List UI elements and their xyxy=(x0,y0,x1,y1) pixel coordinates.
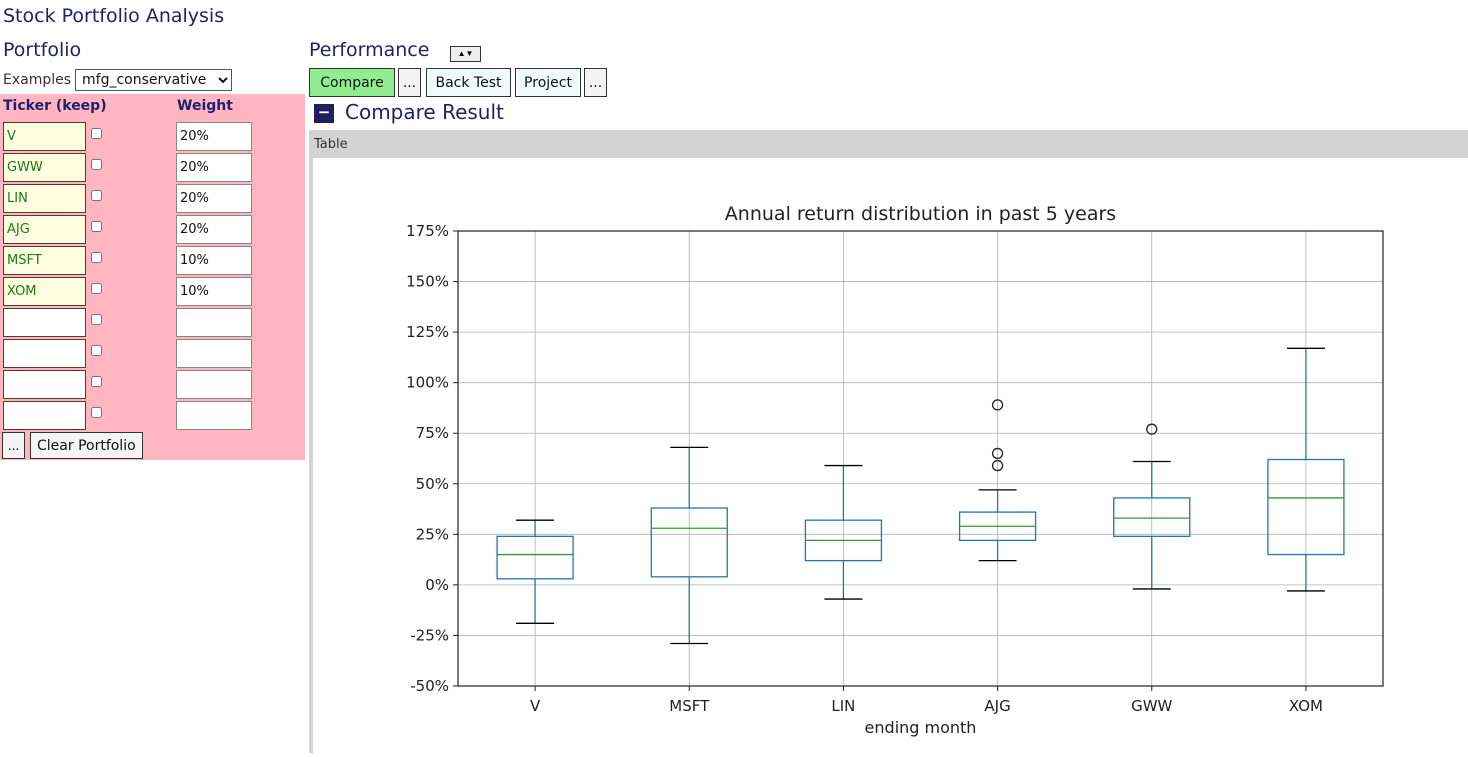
y-tick-label: 175% xyxy=(406,222,449,240)
y-tick-label: 0% xyxy=(425,576,449,594)
y-tick-label: -25% xyxy=(410,626,449,644)
keep-checkbox[interactable] xyxy=(91,252,102,263)
ticker-input[interactable] xyxy=(3,277,86,306)
performance-title: Performance xyxy=(309,39,430,61)
weight-input[interactable] xyxy=(176,246,252,275)
keep-checkbox[interactable] xyxy=(91,314,102,325)
outlier-point xyxy=(991,399,1004,411)
x-tick-label: XOM xyxy=(1289,697,1323,715)
weight-input[interactable] xyxy=(176,153,252,182)
keep-checkbox[interactable] xyxy=(91,221,102,232)
ticker-input[interactable] xyxy=(3,215,86,244)
app-title: Stock Portfolio Analysis xyxy=(3,5,225,27)
keep-checkbox[interactable] xyxy=(91,128,102,139)
x-tick-label: AJG xyxy=(984,697,1010,715)
weight-input[interactable] xyxy=(176,308,252,337)
weight-column-header: Weight xyxy=(177,98,233,114)
portfolio-row xyxy=(0,370,305,401)
chart-container: -50% -25% 0% 25% 50% 75% 100% 125% 150% 175% V MSFT… xyxy=(313,158,1468,753)
box xyxy=(496,535,574,580)
compare-result-panel: Table -50% -25% 0% 25% 50% 75% 100% 125% 150% 175… xyxy=(309,130,1468,753)
compare-more-button[interactable]: ... xyxy=(398,68,421,97)
ticker-input[interactable] xyxy=(3,339,86,368)
weight-input[interactable] xyxy=(176,370,252,399)
weight-input[interactable] xyxy=(176,184,252,213)
x-tick-label: V xyxy=(530,697,541,715)
examples-select[interactable]: mfg_conservative xyxy=(75,69,233,91)
portfolio-row xyxy=(0,401,305,432)
examples-label: Examples xyxy=(3,72,72,88)
ticker-input[interactable] xyxy=(3,184,86,213)
chart-title: Annual return distribution in past 5 yea… xyxy=(725,203,1116,225)
x-tick-label: MSFT xyxy=(669,697,710,715)
portfolio-row xyxy=(0,184,305,215)
portfolio-row xyxy=(0,215,305,246)
portfolio-more-button[interactable]: ... xyxy=(2,432,25,459)
keep-checkbox[interactable] xyxy=(91,159,102,170)
project-more-button[interactable]: ... xyxy=(584,68,607,97)
clear-portfolio-button[interactable]: Clear Portfolio xyxy=(30,432,143,459)
weight-input[interactable] xyxy=(176,122,252,151)
keep-checkbox[interactable] xyxy=(91,407,102,418)
compare-result-title: Compare Result xyxy=(345,100,504,124)
outlier-point xyxy=(991,459,1004,472)
y-tick-label: 50% xyxy=(416,475,449,493)
box-plot-chart: -50% -25% 0% 25% 50% 75% 100% 125% 150% 175% V MSFT… xyxy=(406,203,1384,737)
keep-checkbox[interactable] xyxy=(91,283,102,294)
ticker-input[interactable] xyxy=(3,370,86,399)
weight-input[interactable] xyxy=(176,401,252,430)
y-tick-label: 150% xyxy=(406,273,449,291)
box xyxy=(1267,458,1345,556)
project-button[interactable]: Project xyxy=(515,68,581,97)
y-tick-label: 100% xyxy=(406,374,449,392)
outlier-point xyxy=(1146,423,1158,435)
x-tick-label: LIN xyxy=(831,697,855,715)
outlier-point xyxy=(991,447,1004,460)
x-tick-label: GWW xyxy=(1131,697,1172,715)
ticker-input[interactable] xyxy=(3,153,86,182)
weight-input[interactable] xyxy=(176,339,252,368)
plot-frame xyxy=(457,230,1384,687)
keep-checkbox[interactable] xyxy=(91,376,102,387)
keep-checkbox[interactable] xyxy=(91,190,102,201)
portfolio-row xyxy=(0,153,305,184)
portfolio-row xyxy=(0,339,305,370)
weight-input[interactable] xyxy=(176,215,252,244)
weight-input[interactable] xyxy=(176,277,252,306)
x-axis-label: ending month xyxy=(865,718,977,737)
ticker-input[interactable] xyxy=(3,401,86,430)
compare-button[interactable]: Compare xyxy=(309,68,395,97)
table-tab[interactable]: Table xyxy=(314,137,348,152)
portfolio-row xyxy=(0,246,305,277)
box xyxy=(650,507,728,578)
ticker-input[interactable] xyxy=(3,308,86,337)
portfolio-title: Portfolio xyxy=(3,39,82,61)
back-test-button[interactable]: Back Test xyxy=(426,68,511,97)
ticker-input[interactable] xyxy=(3,246,86,275)
y-tick-label: 125% xyxy=(406,323,449,341)
portfolio-row xyxy=(0,277,305,308)
sort-toggle-button[interactable]: ▲▼ xyxy=(450,46,481,62)
portfolio-row xyxy=(0,122,305,153)
portfolio-panel: Ticker (keep) Weight xyxy=(0,94,305,460)
keep-checkbox[interactable] xyxy=(91,345,102,356)
portfolio-row xyxy=(0,308,305,339)
y-tick-label: 75% xyxy=(416,424,449,442)
ticker-column-header: Ticker (keep) xyxy=(3,98,107,114)
y-tick-label: 25% xyxy=(416,525,449,543)
examples-row: Examples mfg_conservative xyxy=(3,69,233,91)
box xyxy=(1113,497,1191,538)
y-tick-label: -50% xyxy=(410,677,449,695)
ticker-input[interactable] xyxy=(3,122,86,151)
collapse-icon[interactable]: − xyxy=(314,104,334,123)
